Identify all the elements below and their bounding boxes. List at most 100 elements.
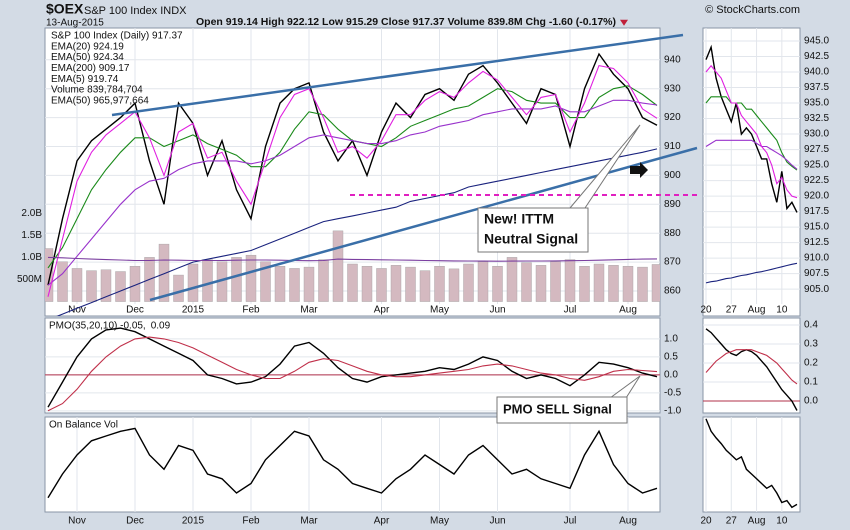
- legend-entry: EMA(20) 924.19: [51, 41, 124, 52]
- y-tick-label: 920: [664, 112, 681, 123]
- x-tick-label: Mar: [300, 305, 318, 316]
- volume-bar: [405, 266, 416, 302]
- x-tick-label: Dec: [126, 516, 144, 527]
- y-tick-label: 900: [664, 170, 681, 181]
- series-line: [47, 427, 658, 499]
- series-line: [705, 139, 798, 170]
- x-tick-label: Aug: [619, 305, 637, 316]
- x-tick-label: Jun: [489, 305, 505, 316]
- y-tick-label: 870: [664, 257, 681, 268]
- x-tick-label: Aug: [748, 305, 766, 316]
- y-tick-label: 0.1: [804, 377, 818, 388]
- y-tick-label: 920.0: [804, 191, 829, 202]
- volume-bar: [550, 261, 561, 302]
- y-tick-label: 905.0: [804, 284, 829, 295]
- volume-bar: [579, 266, 590, 302]
- volume-bar: [100, 269, 112, 302]
- y-tick-label: 907.5: [804, 268, 829, 279]
- volume-bar: [622, 266, 634, 302]
- callout-text: New! ITTM: [484, 211, 554, 227]
- volume-bar: [390, 265, 402, 302]
- series-line: [705, 64, 798, 199]
- panel: [44, 416, 661, 513]
- volume-bar: [260, 261, 271, 302]
- callout-text: PMO SELL Signal: [503, 401, 612, 416]
- y2-tick-label: 1.5B: [21, 230, 42, 241]
- volume-bar: [376, 268, 387, 302]
- callout-text: Neutral Signal: [484, 231, 578, 247]
- y-tick-label: 0.0: [804, 396, 818, 407]
- volume-bar: [57, 261, 68, 302]
- quote: Open 919.14 High 922.12 Low 915.29 Close…: [196, 16, 616, 28]
- trend-line: [111, 33, 684, 117]
- series-line: [705, 328, 798, 411]
- series-line: [56, 148, 658, 316]
- y-tick-label: 910: [664, 141, 681, 152]
- x-tick-label: 27: [726, 516, 738, 527]
- volume-bar: [347, 263, 358, 302]
- x-tick-label: 10: [776, 305, 788, 316]
- volume-bar: [419, 270, 431, 302]
- y-tick-label: 0.0: [664, 369, 678, 380]
- series-line: [47, 327, 658, 408]
- series-line: [705, 262, 798, 284]
- volume-bar: [274, 266, 286, 302]
- legend-entry: S&P 100 Index (Daily) 917.37: [51, 31, 183, 42]
- legend-entry: EMA(50) 965,977,664: [51, 95, 149, 106]
- volume-bar: [651, 264, 660, 302]
- y-tick-label: 0.5: [664, 352, 678, 363]
- volume-bar: [71, 268, 83, 302]
- volume-bar: [231, 257, 242, 302]
- series-line: [705, 418, 798, 509]
- volume-bar: [289, 268, 300, 302]
- x-tick-label: Jul: [564, 516, 577, 527]
- volume-bar: [187, 263, 199, 302]
- x-tick-label: 2015: [182, 305, 205, 316]
- watermark: © StockCharts.com: [705, 4, 800, 16]
- y-tick-label: 942.5: [804, 51, 829, 62]
- y-tick-label: 937.5: [804, 82, 829, 93]
- panel: [702, 27, 801, 317]
- y-tick-label: 922.5: [804, 175, 829, 186]
- volume-bar: [448, 268, 460, 302]
- date: 13-Aug-2015: [46, 18, 104, 29]
- legend-entry: EMA(50) 924.34: [51, 52, 124, 63]
- panel: [702, 317, 801, 414]
- x-tick-label: Aug: [748, 516, 766, 527]
- volume-bar: [115, 271, 126, 302]
- y-tick-label: 0.4: [804, 320, 818, 331]
- x-tick-label: Nov: [68, 305, 86, 316]
- y-tick-label: 890: [664, 199, 681, 210]
- x-tick-label: Feb: [242, 305, 260, 316]
- x-tick-label: Jun: [489, 516, 505, 527]
- y-tick-label: 912.5: [804, 237, 829, 248]
- legend-entry: 0.09: [151, 321, 171, 332]
- volume-bar: [521, 262, 532, 302]
- volume-bar: [492, 266, 503, 302]
- x-tick-label: Nov: [68, 516, 86, 527]
- x-tick-label: 20: [700, 516, 712, 527]
- y-tick-label: 940: [664, 54, 681, 65]
- x-tick-label: Apr: [374, 305, 390, 316]
- volume-bar: [303, 266, 315, 302]
- volume-bar: [245, 254, 257, 302]
- y-tick-label: 935.0: [804, 98, 829, 109]
- legend-entry: EMA(200) 909.17: [51, 63, 130, 74]
- y-tick-label: 930: [664, 83, 681, 94]
- y2-tick-label: 500M: [17, 274, 42, 285]
- y-tick-label: 1.0: [664, 334, 678, 345]
- volume-bar: [564, 259, 576, 302]
- panel: [702, 416, 801, 513]
- y-tick-label: 917.5: [804, 206, 829, 217]
- y-tick-label: 927.5: [804, 144, 829, 155]
- volume-bar: [608, 265, 619, 302]
- legend-entry: PMO(35,20,10) -0.05,: [49, 321, 146, 332]
- legend-entry: EMA(5) 919.74: [51, 74, 119, 85]
- x-tick-label: 27: [726, 305, 738, 316]
- callout-box: [496, 396, 628, 424]
- y-tick-label: 880: [664, 228, 681, 239]
- x-tick-label: Dec: [126, 305, 144, 316]
- volume-bar: [434, 266, 445, 302]
- volume-bar: [637, 266, 648, 302]
